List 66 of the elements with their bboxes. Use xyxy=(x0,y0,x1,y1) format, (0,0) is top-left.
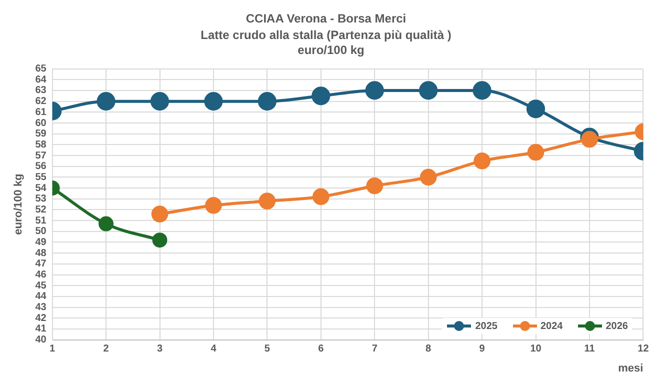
y-tick-label: 55 xyxy=(35,172,47,183)
point xyxy=(258,192,276,210)
x-tick-label: 11 xyxy=(584,344,596,355)
y-tick-label: 48 xyxy=(35,248,47,259)
x-tick-label: 3 xyxy=(156,344,163,355)
y-tick-label: 58 xyxy=(35,139,47,150)
y-tick-label: 57 xyxy=(35,150,47,162)
point xyxy=(366,177,384,194)
chart-title: CCIAA Verona - Borsa Merci xyxy=(246,12,406,26)
y-tick-label: 40 xyxy=(35,334,47,346)
y-axis-title: euro/100 kg xyxy=(12,174,25,235)
y-tick-label: 59 xyxy=(35,128,47,140)
point xyxy=(472,81,492,100)
y-tick-label: 65 xyxy=(35,64,47,75)
y-tick-label: 44 xyxy=(35,291,47,302)
x-tick-label: 1 xyxy=(50,344,56,355)
x-tick-label: 6 xyxy=(318,344,324,355)
y-tick-label: 50 xyxy=(35,226,47,238)
y-tick-label: 61 xyxy=(35,106,47,118)
y-tick-label: 52 xyxy=(35,204,47,216)
point xyxy=(365,81,384,100)
x-axis-title: mesi xyxy=(618,362,644,374)
point xyxy=(205,196,222,214)
point xyxy=(150,92,170,111)
point xyxy=(96,92,116,111)
legend-label: 2024 xyxy=(540,320,563,332)
y-tick-label: 49 xyxy=(35,236,47,248)
point xyxy=(312,86,330,106)
y-tick-label: 41 xyxy=(35,324,47,335)
point xyxy=(151,206,168,222)
x-tick-label: 12 xyxy=(638,344,650,355)
point xyxy=(474,152,490,170)
legend-label: 2026 xyxy=(606,320,628,332)
point xyxy=(152,232,168,248)
y-tick-label: 47 xyxy=(35,258,47,270)
point xyxy=(420,168,437,186)
x-tick-label: 7 xyxy=(372,344,378,355)
y-tick-label: 43 xyxy=(35,302,47,314)
y-tick-label: 51 xyxy=(35,215,47,226)
point xyxy=(204,92,223,111)
y-tick-label: 42 xyxy=(35,312,47,324)
legend-label: 2025 xyxy=(475,320,498,332)
point xyxy=(526,100,546,118)
point xyxy=(258,92,276,111)
chart-subtitle: Latte crudo alla stalla (Partenza più qualità ) xyxy=(200,28,452,42)
point xyxy=(581,130,598,148)
y-tick-label: 53 xyxy=(35,194,47,205)
x-tick-label: 8 xyxy=(426,344,432,355)
point xyxy=(527,144,544,161)
point xyxy=(98,216,114,232)
y-tick-label: 60 xyxy=(35,118,47,129)
text: euro/100 kg xyxy=(298,43,364,58)
x-tick-label: 10 xyxy=(530,344,542,355)
y-tick-label: 56 xyxy=(35,161,47,172)
x-tick-label: 5 xyxy=(264,344,270,355)
x-tick-label: 4 xyxy=(210,344,217,355)
y-tick-label: 62 xyxy=(35,96,47,108)
y-tick-label: 63 xyxy=(35,85,47,96)
point xyxy=(312,188,330,206)
y-tick-label: 46 xyxy=(35,270,47,281)
y-tick-label: 64 xyxy=(35,74,47,86)
y-tick-label: 54 xyxy=(35,182,47,194)
x-tick-label: 9 xyxy=(479,344,486,355)
point xyxy=(419,81,438,100)
y-tick-label: 45 xyxy=(35,280,47,292)
x-tick-label: 2 xyxy=(103,344,110,355)
